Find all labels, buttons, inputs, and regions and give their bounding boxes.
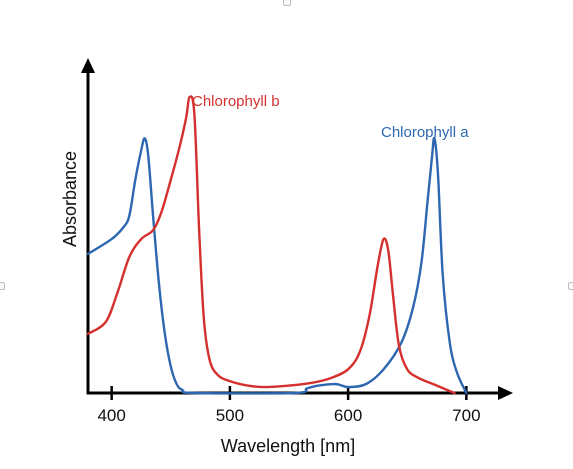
selection-handle-top[interactable] [283,0,291,6]
selection-handle-left[interactable] [0,282,5,290]
x-tick-label: 400 [97,406,125,425]
x-axis-label: Wavelength [nm] [221,436,355,456]
series-layer: Chlorophyll a Chlorophyll b [86,93,469,395]
series-line-chlorophyll-a [86,136,468,395]
series-label-chlorophyll-b: Chlorophyll b [192,93,280,110]
selection-handle-right[interactable] [568,282,573,290]
series-label-chlorophyll-a: Chlorophyll a [381,124,469,141]
axes: 400 500 600 700 [81,58,513,425]
x-axis-arrow [498,386,513,400]
x-tick-label: 600 [334,406,362,425]
series-line-chlorophyll-b [86,95,456,395]
x-tick-label: 700 [452,406,480,425]
x-tick-label: 500 [216,406,244,425]
y-axis-arrow [81,58,95,73]
y-axis-label: Absorbance [60,151,80,247]
